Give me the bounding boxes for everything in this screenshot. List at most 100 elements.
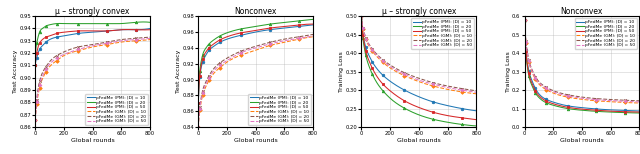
pFedMe (GM): |D| = 10: (725, 0.294): |D| = 10: (725, 0.294) [461,91,469,93]
pFedMe (GM): |D| = 10: (476, 0.942): |D| = 10: (476, 0.942) [263,46,271,47]
pFedMe (GM): |D| = 20: (0, 0.58): |D| = 20: (0, 0.58) [521,19,529,21]
pFedMe (PM): |D| = 10: (2.68, 0.884): |D| = 10: (2.68, 0.884) [195,92,202,93]
pFedMe (PM): |D| = 10: (474, 0.938): |D| = 10: (474, 0.938) [99,30,107,32]
pFedMe (PM): |D| = 10: (474, 0.0997): |D| = 10: (474, 0.0997) [589,108,596,109]
pFedMe (PM): |D| = 10: (674, 0.966): |D| = 10: (674, 0.966) [291,26,299,28]
pFedMe (PM): |D| = 10: (0, 0.58): |D| = 10: (0, 0.58) [521,19,529,21]
pFedMe (PM): |D| = 20: (490, 0.944): |D| = 20: (490, 0.944) [102,23,109,24]
pFedMe (GM): |D| = 10: (2.68, 0.487): |D| = 10: (2.68, 0.487) [358,20,365,22]
Line: pFedMe (GM): |D| = 10: pFedMe (GM): |D| = 10 [525,20,639,103]
pFedMe (GM): |D| = 10: (474, 0.314): |D| = 10: (474, 0.314) [426,84,433,86]
pFedMe (GM): |D| = 10: (674, 0.134): |D| = 10: (674, 0.134) [618,101,625,103]
Legend: pFedMe (PM): |D| = 10, pFedMe (PM): |D| = 20, pFedMe (PM): |D| = 50, pFedMe (GM): pFedMe (PM): |D| = 10, pFedMe (PM): |D| … [412,18,474,49]
Line: pFedMe (GM): |D| = 10: pFedMe (GM): |D| = 10 [35,40,150,120]
pFedMe (PM): |D| = 10: (490, 0.963): |D| = 10: (490, 0.963) [265,29,273,31]
pFedMe (PM): |D| = 50: (728, 0.939): |D| = 50: (728, 0.939) [136,29,143,31]
pFedMe (GM): |D| = 50: (800, 0.932): |D| = 50: (800, 0.932) [146,37,154,39]
pFedMe (PM): |D| = 10: (800, 0.087): |D| = 10: (800, 0.087) [636,110,640,112]
pFedMe (GM): |D| = 50: (476, 0.944): |D| = 50: (476, 0.944) [263,44,271,46]
pFedMe (GM): |D| = 10: (674, 0.95): |D| = 10: (674, 0.95) [291,39,299,41]
pFedMe (GM): |D| = 50: (0, 0.58): |D| = 50: (0, 0.58) [521,19,529,21]
pFedMe (GM): |D| = 50: (476, 0.318): |D| = 50: (476, 0.318) [426,82,434,84]
pFedMe (PM): |D| = 10: (674, 0.252): |D| = 10: (674, 0.252) [454,107,462,109]
pFedMe (PM): |D| = 50: (725, 0.0825): |D| = 50: (725, 0.0825) [625,111,632,113]
pFedMe (GM): |D| = 50: (2.68, 0.849): |D| = 50: (2.68, 0.849) [195,119,202,121]
pFedMe (GM): |D| = 20: (476, 0.323): |D| = 20: (476, 0.323) [426,81,434,83]
pFedMe (GM): |D| = 10: (476, 0.144): |D| = 10: (476, 0.144) [589,100,596,101]
pFedMe (PM): |D| = 50: (2.68, 0.915): |D| = 50: (2.68, 0.915) [32,59,40,61]
pFedMe (GM): |D| = 10: (2.68, 0.849): |D| = 10: (2.68, 0.849) [195,119,202,121]
pFedMe (GM): |D| = 50: (490, 0.945): |D| = 50: (490, 0.945) [265,43,273,45]
pFedMe (PM): |D| = 20: (2.68, 0.477): |D| = 20: (2.68, 0.477) [358,24,365,26]
pFedMe (GM): |D| = 20: (725, 0.932): |D| = 20: (725, 0.932) [136,37,143,39]
pFedMe (GM): |D| = 20: (674, 0.953): |D| = 20: (674, 0.953) [291,36,299,38]
pFedMe (GM): |D| = 10: (490, 0.312): |D| = 10: (490, 0.312) [428,85,436,87]
pFedMe (PM): |D| = 20: (490, 0.97): |D| = 20: (490, 0.97) [265,23,273,25]
pFedMe (GM): |D| = 10: (474, 0.144): |D| = 10: (474, 0.144) [589,99,596,101]
pFedMe (GM): |D| = 10: (490, 0.927): |D| = 10: (490, 0.927) [102,44,109,46]
pFedMe (PM): |D| = 20: (490, 0.0855): |D| = 20: (490, 0.0855) [591,110,598,112]
pFedMe (PM): |D| = 20: (725, 0.0774): |D| = 20: (725, 0.0774) [625,112,632,114]
pFedMe (GM): |D| = 20: (800, 0.957): |D| = 20: (800, 0.957) [309,33,317,35]
Line: pFedMe (PM): |D| = 20: pFedMe (PM): |D| = 20 [35,22,150,65]
pFedMe (GM): |D| = 10: (0, 0.58): |D| = 10: (0, 0.58) [521,19,529,21]
pFedMe (GM): |D| = 20: (2.68, 0.537): |D| = 20: (2.68, 0.537) [521,27,529,29]
X-axis label: Global rounds: Global rounds [560,138,604,143]
pFedMe (PM): |D| = 50: (476, 0.964): |D| = 50: (476, 0.964) [263,28,271,29]
pFedMe (GM): |D| = 20: (2.68, 0.851): |D| = 20: (2.68, 0.851) [195,118,202,120]
pFedMe (PM): |D| = 10: (800, 0.969): |D| = 10: (800, 0.969) [309,24,317,26]
pFedMe (PM): |D| = 20: (800, 0.203): |D| = 20: (800, 0.203) [472,125,480,127]
pFedMe (GM): |D| = 20: (725, 0.144): |D| = 20: (725, 0.144) [625,99,632,101]
pFedMe (GM): |D| = 20: (2.68, 0.488): |D| = 20: (2.68, 0.488) [358,20,365,22]
pFedMe (GM): |D| = 10: (800, 0.954): |D| = 10: (800, 0.954) [309,36,317,38]
pFedMe (GM): |D| = 50: (476, 0.15): |D| = 50: (476, 0.15) [589,99,596,100]
pFedMe (GM): |D| = 50: (2.68, 0.487): |D| = 50: (2.68, 0.487) [358,20,365,22]
pFedMe (PM): |D| = 50: (674, 0.226): |D| = 50: (674, 0.226) [454,116,462,118]
pFedMe (GM): |D| = 10: (674, 0.93): |D| = 10: (674, 0.93) [128,40,136,42]
pFedMe (GM): |D| = 50: (2.68, 0.534): |D| = 50: (2.68, 0.534) [521,27,529,29]
Title: μ – strongly convex: μ – strongly convex [381,7,456,16]
pFedMe (GM): |D| = 10: (0, 0.866): |D| = 10: (0, 0.866) [31,119,39,121]
pFedMe (GM): |D| = 20: (490, 0.947): |D| = 20: (490, 0.947) [265,42,273,44]
pFedMe (PM): |D| = 50: (0, 0.87): |D| = 50: (0, 0.87) [195,102,202,104]
pFedMe (GM): |D| = 20: (0, 0.84): |D| = 20: (0, 0.84) [195,126,202,128]
Line: pFedMe (GM): |D| = 50: pFedMe (GM): |D| = 50 [35,38,150,120]
pFedMe (GM): |D| = 20: (725, 0.302): |D| = 20: (725, 0.302) [461,88,469,90]
pFedMe (PM): |D| = 50: (474, 0.938): |D| = 50: (474, 0.938) [99,30,107,32]
pFedMe (PM): |D| = 20: (674, 0.208): |D| = 20: (674, 0.208) [454,123,462,125]
Legend: pFedMe (PM): |D| = 10, pFedMe (PM): |D| = 20, pFedMe (PM): |D| = 50, pFedMe (GM): pFedMe (PM): |D| = 10, pFedMe (PM): |D| … [85,94,148,125]
pFedMe (GM): |D| = 10: (474, 0.942): |D| = 10: (474, 0.942) [262,46,270,48]
Line: pFedMe (GM): |D| = 10: pFedMe (GM): |D| = 10 [198,37,313,127]
pFedMe (PM): |D| = 20: (800, 0.976): |D| = 20: (800, 0.976) [309,18,317,20]
pFedMe (GM): |D| = 20: (476, 0.946): |D| = 20: (476, 0.946) [263,42,271,44]
pFedMe (PM): |D| = 50: (800, 0.939): |D| = 50: (800, 0.939) [146,29,154,31]
Line: pFedMe (GM): |D| = 20: pFedMe (GM): |D| = 20 [35,37,150,120]
Y-axis label: Training Loss: Training Loss [339,51,344,92]
Line: pFedMe (PM): |D| = 50: pFedMe (PM): |D| = 50 [525,20,639,112]
pFedMe (GM): |D| = 50: (474, 0.944): |D| = 50: (474, 0.944) [262,44,270,46]
pFedMe (GM): |D| = 20: (490, 0.321): |D| = 20: (490, 0.321) [428,81,436,83]
pFedMe (GM): |D| = 50: (474, 0.319): |D| = 50: (474, 0.319) [426,82,433,84]
pFedMe (GM): |D| = 10: (490, 0.143): |D| = 10: (490, 0.143) [591,100,598,102]
pFedMe (PM): |D| = 20: (476, 0.944): |D| = 20: (476, 0.944) [100,23,108,24]
pFedMe (GM): |D| = 50: (725, 0.931): |D| = 50: (725, 0.931) [136,38,143,40]
pFedMe (GM): |D| = 20: (725, 0.955): |D| = 20: (725, 0.955) [299,35,307,37]
pFedMe (GM): |D| = 20: (0, 0.5): |D| = 20: (0, 0.5) [358,15,365,17]
pFedMe (PM): |D| = 50: (474, 0.964): |D| = 50: (474, 0.964) [262,28,270,30]
pFedMe (GM): |D| = 10: (2.68, 0.532): |D| = 10: (2.68, 0.532) [521,28,529,30]
Line: pFedMe (PM): |D| = 10: pFedMe (PM): |D| = 10 [198,25,313,103]
pFedMe (PM): |D| = 50: (474, 0.0924): |D| = 50: (474, 0.0924) [589,109,596,111]
pFedMe (PM): |D| = 10: (476, 0.962): |D| = 10: (476, 0.962) [263,29,271,31]
pFedMe (PM): |D| = 20: (474, 0.0864): |D| = 20: (474, 0.0864) [589,110,596,112]
pFedMe (PM): |D| = 10: (800, 0.94): |D| = 10: (800, 0.94) [146,28,154,29]
pFedMe (GM): |D| = 50: (725, 0.953): |D| = 50: (725, 0.953) [299,37,307,39]
pFedMe (PM): |D| = 50: (725, 0.969): |D| = 50: (725, 0.969) [299,24,307,25]
Line: pFedMe (GM): |D| = 20: pFedMe (GM): |D| = 20 [362,16,476,91]
pFedMe (GM): |D| = 20: (674, 0.932): |D| = 20: (674, 0.932) [128,38,136,40]
Line: pFedMe (GM): |D| = 20: pFedMe (GM): |D| = 20 [198,34,313,127]
Legend: pFedMe (PM): |D| = 10, pFedMe (PM): |D| = 20, pFedMe (PM): |D| = 50, pFedMe (GM): pFedMe (PM): |D| = 10, pFedMe (PM): |D| … [575,18,637,49]
pFedMe (GM): |D| = 50: (725, 0.138): |D| = 50: (725, 0.138) [625,101,632,102]
pFedMe (PM): |D| = 20: (725, 0.975): |D| = 20: (725, 0.975) [299,20,307,21]
pFedMe (GM): |D| = 50: (476, 0.928): |D| = 50: (476, 0.928) [100,43,108,45]
pFedMe (GM): |D| = 20: (476, 0.156): |D| = 20: (476, 0.156) [589,97,596,99]
